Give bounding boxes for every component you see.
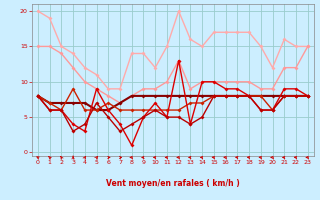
X-axis label: Vent moyen/en rafales ( km/h ): Vent moyen/en rafales ( km/h ) bbox=[106, 179, 240, 188]
